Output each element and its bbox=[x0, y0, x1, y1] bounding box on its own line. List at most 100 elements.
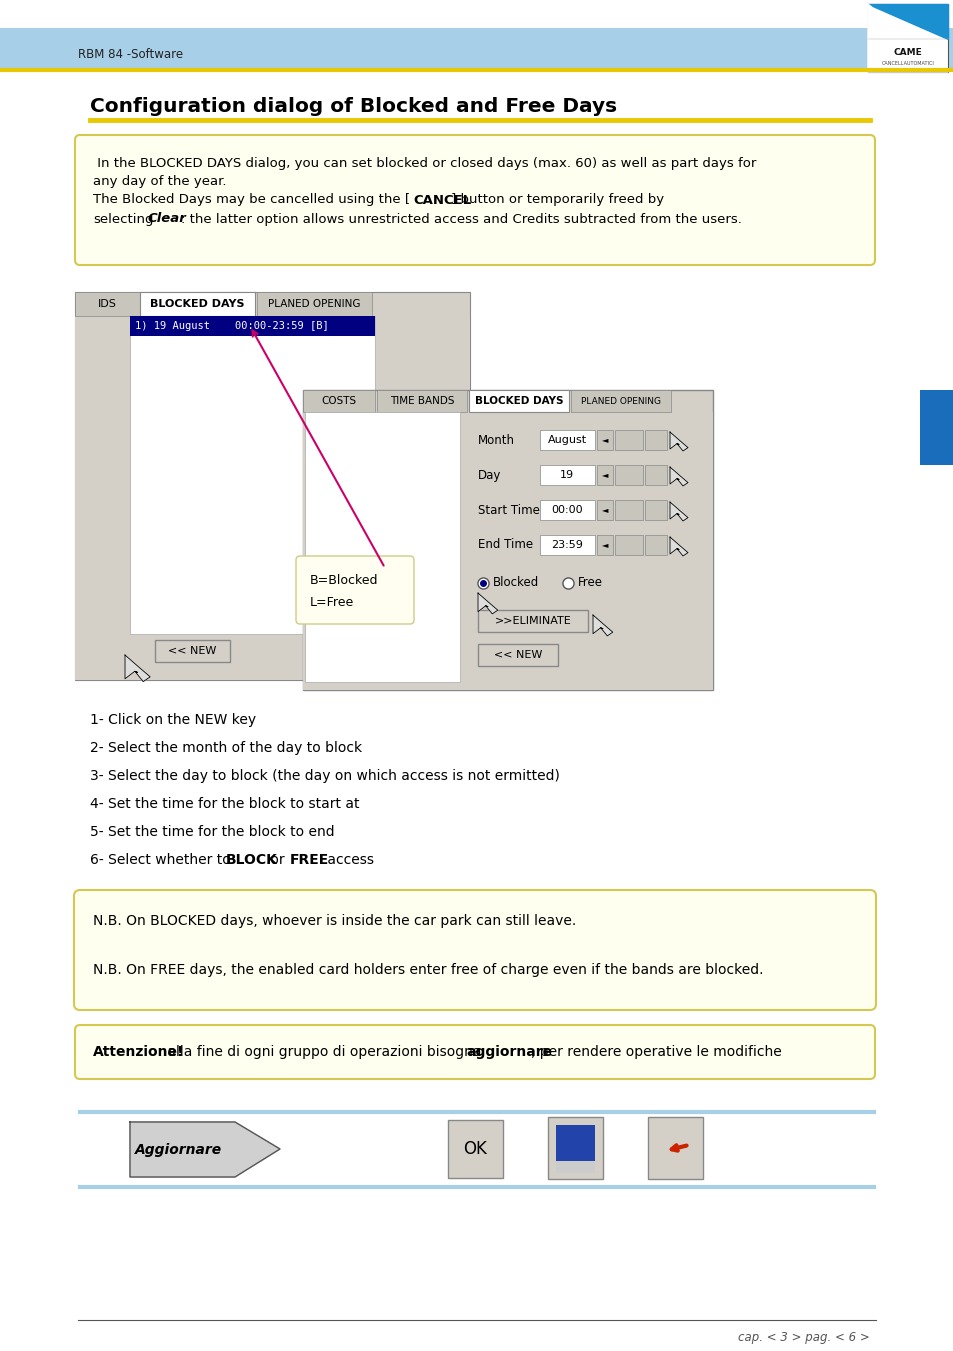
Text: 5- Set the time for the block to end: 5- Set the time for the block to end bbox=[90, 825, 335, 839]
Text: access: access bbox=[323, 852, 374, 867]
Polygon shape bbox=[867, 4, 947, 39]
Text: Day: Day bbox=[477, 469, 501, 481]
Text: ◄: ◄ bbox=[601, 505, 608, 515]
FancyBboxPatch shape bbox=[74, 890, 875, 1011]
Text: Configuration dialog of Blocked and Free Days: Configuration dialog of Blocked and Free… bbox=[90, 97, 617, 116]
Bar bbox=[615, 535, 642, 555]
Bar bbox=[867, 4, 947, 72]
Text: alla fine di ogni gruppo di operazioni bisogna: alla fine di ogni gruppo di operazioni b… bbox=[163, 1046, 485, 1059]
Bar bbox=[0, 28, 953, 68]
Bar bbox=[597, 500, 613, 520]
Bar bbox=[647, 1117, 702, 1179]
Text: L=Free: L=Free bbox=[310, 596, 354, 608]
Bar bbox=[597, 465, 613, 485]
Text: 2- Select the month of the day to block: 2- Select the month of the day to block bbox=[90, 740, 362, 755]
Polygon shape bbox=[125, 655, 150, 682]
Bar bbox=[644, 465, 666, 485]
Bar bbox=[615, 430, 642, 450]
Text: selecting: selecting bbox=[92, 212, 153, 226]
Bar bbox=[644, 535, 666, 555]
FancyBboxPatch shape bbox=[295, 557, 414, 624]
Text: TIME BANDS: TIME BANDS bbox=[390, 396, 454, 407]
Bar bbox=[477, 644, 558, 666]
Bar bbox=[477, 611, 587, 632]
Text: Attenzione!: Attenzione! bbox=[92, 1046, 184, 1059]
Bar bbox=[556, 1125, 595, 1163]
Text: August: August bbox=[547, 435, 586, 444]
Text: : the latter option allows unrestricted access and Credits subtracted from the u: : the latter option allows unrestricted … bbox=[181, 212, 741, 226]
Text: End Time: End Time bbox=[477, 539, 533, 551]
Text: aggiornare: aggiornare bbox=[465, 1046, 552, 1059]
Text: ◄: ◄ bbox=[601, 470, 608, 480]
Bar bbox=[615, 500, 642, 520]
Text: 4- Set the time for the block to start at: 4- Set the time for the block to start a… bbox=[90, 797, 359, 811]
Bar bbox=[597, 535, 613, 555]
Text: Free: Free bbox=[578, 577, 602, 589]
Bar bbox=[556, 1161, 595, 1173]
Bar bbox=[376, 390, 467, 412]
Text: BLOCKED DAYS: BLOCKED DAYS bbox=[475, 396, 562, 407]
Text: N.B. On BLOCKED days, whoever is inside the car park can still leave.: N.B. On BLOCKED days, whoever is inside … bbox=[92, 915, 576, 928]
Bar bbox=[539, 535, 595, 555]
Bar bbox=[539, 465, 595, 485]
Bar bbox=[75, 316, 470, 680]
Text: , per rendere operative le modifiche: , per rendere operative le modifiche bbox=[531, 1046, 781, 1059]
Text: cap. < 3 > pag. < 6 >: cap. < 3 > pag. < 6 > bbox=[738, 1332, 869, 1344]
Text: The Blocked Days may be cancelled using the [: The Blocked Days may be cancelled using … bbox=[92, 193, 410, 207]
Text: Clear: Clear bbox=[148, 212, 187, 226]
Text: Blocked: Blocked bbox=[493, 577, 538, 589]
Text: 19: 19 bbox=[559, 470, 574, 480]
Bar bbox=[140, 292, 254, 316]
Text: 6- Select whether to: 6- Select whether to bbox=[90, 852, 234, 867]
Text: 23:59: 23:59 bbox=[551, 540, 582, 550]
Polygon shape bbox=[669, 536, 687, 557]
Text: Aggiornare: Aggiornare bbox=[134, 1143, 221, 1156]
Polygon shape bbox=[477, 593, 497, 613]
Polygon shape bbox=[867, 4, 947, 72]
Text: 3- Select the day to block (the day on which access is not ermitted): 3- Select the day to block (the day on w… bbox=[90, 769, 559, 784]
Text: CANCEL: CANCEL bbox=[413, 193, 471, 207]
Text: ] button or temporarily freed by: ] button or temporarily freed by bbox=[451, 193, 663, 207]
Bar bbox=[615, 465, 642, 485]
Bar bbox=[303, 412, 712, 690]
Text: 1) 19 August    00:00-23:59 [B]: 1) 19 August 00:00-23:59 [B] bbox=[135, 322, 329, 331]
Polygon shape bbox=[669, 503, 687, 521]
Bar bbox=[130, 316, 375, 634]
Polygon shape bbox=[669, 432, 687, 451]
Bar bbox=[256, 292, 372, 316]
Text: 1- Click on the NEW key: 1- Click on the NEW key bbox=[90, 713, 255, 727]
Bar bbox=[539, 500, 595, 520]
Text: CAME: CAME bbox=[893, 49, 922, 58]
Text: IDS: IDS bbox=[97, 299, 116, 309]
Text: FREE: FREE bbox=[290, 852, 329, 867]
Text: 00:00: 00:00 bbox=[551, 505, 582, 515]
FancyBboxPatch shape bbox=[75, 1025, 874, 1079]
Text: Start Time: Start Time bbox=[477, 504, 539, 516]
Text: RBM 84 -Software: RBM 84 -Software bbox=[78, 49, 183, 62]
Bar bbox=[154, 640, 230, 662]
Bar bbox=[303, 390, 712, 690]
Text: or: or bbox=[266, 852, 289, 867]
Text: CANCELLAUTOMATICI: CANCELLAUTOMATICI bbox=[881, 61, 933, 66]
Bar bbox=[469, 390, 568, 412]
Text: << NEW: << NEW bbox=[168, 646, 216, 657]
Text: PLANED OPENING: PLANED OPENING bbox=[580, 396, 660, 405]
Text: << NEW: << NEW bbox=[494, 650, 541, 661]
Text: In the BLOCKED DAYS dialog, you can set blocked or closed days (max. 60) as well: In the BLOCKED DAYS dialog, you can set … bbox=[92, 157, 756, 169]
Text: ◄: ◄ bbox=[601, 540, 608, 550]
Text: B=Blocked: B=Blocked bbox=[310, 574, 378, 586]
Bar bbox=[75, 292, 470, 680]
Text: BLOCK: BLOCK bbox=[226, 852, 277, 867]
Bar bbox=[305, 412, 459, 682]
Bar bbox=[644, 430, 666, 450]
Bar bbox=[597, 430, 613, 450]
Text: BLOCKED DAYS: BLOCKED DAYS bbox=[150, 299, 244, 309]
Polygon shape bbox=[593, 615, 612, 636]
Bar bbox=[303, 390, 375, 412]
Bar bbox=[919, 390, 953, 465]
FancyBboxPatch shape bbox=[75, 135, 874, 265]
Polygon shape bbox=[669, 467, 687, 486]
Polygon shape bbox=[130, 1121, 280, 1177]
Text: Month: Month bbox=[477, 434, 515, 446]
Bar bbox=[547, 1117, 602, 1179]
